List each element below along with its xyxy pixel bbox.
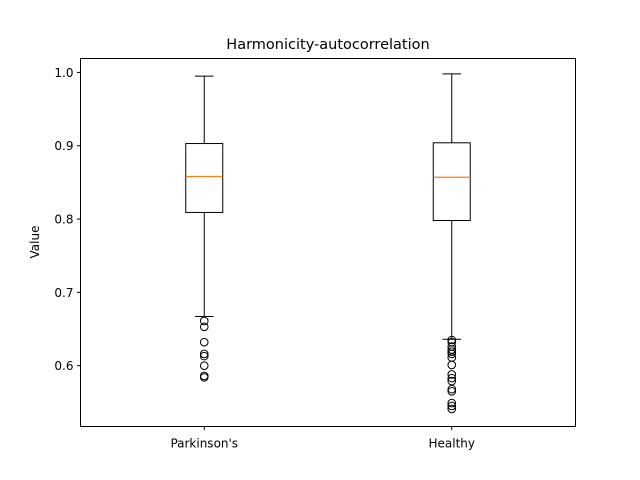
outlier-point: [447, 349, 457, 359]
outlier-point: [199, 322, 209, 332]
outlier-point: [199, 316, 209, 326]
outlier-point: [447, 347, 457, 357]
y-tick-label: 0.7: [54, 286, 73, 300]
outlier-point: [447, 404, 457, 414]
iqr-box: [432, 142, 471, 222]
y-tick-label: 0.6: [54, 359, 73, 373]
y-tick-label: 0.8: [54, 213, 73, 227]
outlier-point: [199, 337, 209, 347]
chart-title: Harmonicity-autocorrelation: [226, 37, 429, 53]
x-tick-label: Parkinson's: [170, 437, 238, 451]
axes-frame: [80, 58, 576, 427]
outlier-point: [199, 349, 209, 359]
y-tick-label: 0.9: [54, 139, 73, 153]
outlier-point: [199, 373, 209, 382]
outlier-point: [447, 373, 457, 383]
outlier-point: [447, 398, 457, 408]
outlier-point: [447, 387, 457, 396]
plot-area: 0.6 0.7 0.8 0.9 1.0 Parkinson's Healthy: [54, 66, 475, 451]
iqr-box: [185, 143, 224, 213]
x-tick-label: Healthy: [428, 437, 475, 451]
outlier-point: [447, 384, 457, 394]
y-axis-label: Value: [28, 226, 42, 259]
y-tick-label: 1.0: [54, 66, 73, 80]
outlier-point: [447, 401, 457, 411]
outlier-point: [199, 361, 209, 370]
outlier-point: [447, 370, 457, 379]
outlier-point: [447, 335, 457, 345]
outlier-point: [447, 360, 457, 370]
outlier-point: [199, 351, 209, 361]
